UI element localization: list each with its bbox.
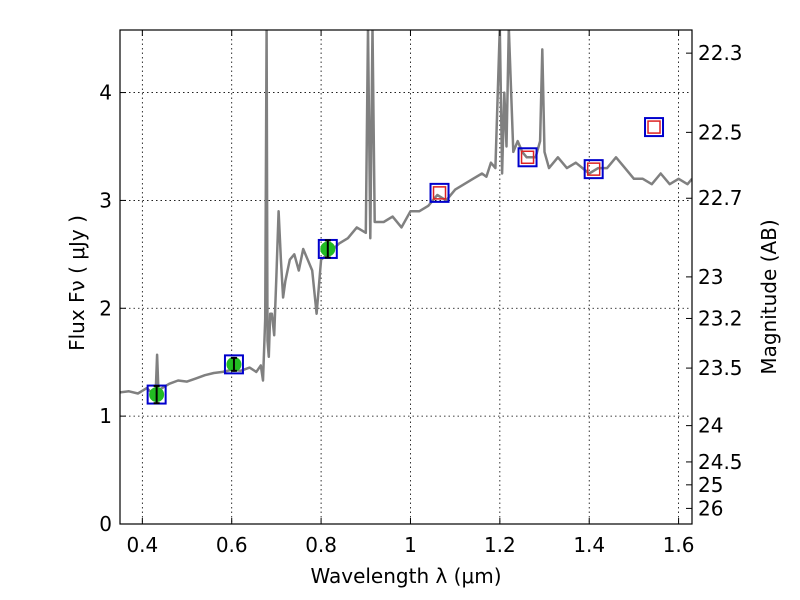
y-tick-label: 4 xyxy=(99,81,112,105)
x-tick-label: 1.6 xyxy=(663,533,695,557)
model-square xyxy=(583,159,604,180)
upper-limit-marker xyxy=(647,120,661,134)
y2-tick-label: 22.7 xyxy=(698,186,743,210)
x-tick-label: 1.4 xyxy=(573,533,605,557)
x-tick-label: 1 xyxy=(404,533,417,557)
spectrum-layer xyxy=(120,30,692,395)
y2-tick-label: 22.3 xyxy=(698,41,743,65)
y-tick-label: 3 xyxy=(99,188,112,212)
grid-lines xyxy=(120,30,692,524)
y2-tick-label: 24 xyxy=(698,414,723,438)
y2-tick-label: 26 xyxy=(698,496,723,520)
x-axis-ticks: 0.4 0.6 0.8 1 1.2 1.4 1.6 xyxy=(126,30,695,557)
y2-tick-label: 22.5 xyxy=(698,120,743,144)
x-tick-label: 0.6 xyxy=(216,533,248,557)
y2-tick-label: 23.5 xyxy=(698,356,743,380)
x-tick-label: 1.2 xyxy=(484,533,516,557)
y2-tick-label: 24.5 xyxy=(698,450,743,474)
spectrum-line xyxy=(120,30,692,395)
model-square xyxy=(429,182,450,203)
x-axis-label: Wavelength λ (μm) xyxy=(310,564,501,588)
y2-tick-label: 23.2 xyxy=(698,306,743,330)
upper-limit-marker xyxy=(520,150,535,165)
model-square xyxy=(644,117,665,138)
y-tick-label: 1 xyxy=(99,404,112,428)
y-tick-label: 0 xyxy=(99,512,112,536)
y2-tick-label: 25 xyxy=(698,473,723,497)
model-square xyxy=(223,354,244,375)
y2-tick-label: 23 xyxy=(698,265,723,289)
upper-limit-marker xyxy=(432,186,447,200)
y-axis-ticks: 0 1 2 3 4 xyxy=(99,81,126,536)
y-axis-label: Flux Fν ( μJy ) xyxy=(65,215,89,351)
y-tick-label: 2 xyxy=(99,296,112,320)
y2-axis-label: Magnitude (AB) xyxy=(757,219,781,374)
model-square xyxy=(517,147,538,168)
x-tick-label: 0.8 xyxy=(305,533,337,557)
plot-frame xyxy=(119,29,693,525)
marker-layer xyxy=(146,117,665,405)
x-tick-label: 0.4 xyxy=(126,533,158,557)
upper-limit-marker xyxy=(586,162,601,176)
